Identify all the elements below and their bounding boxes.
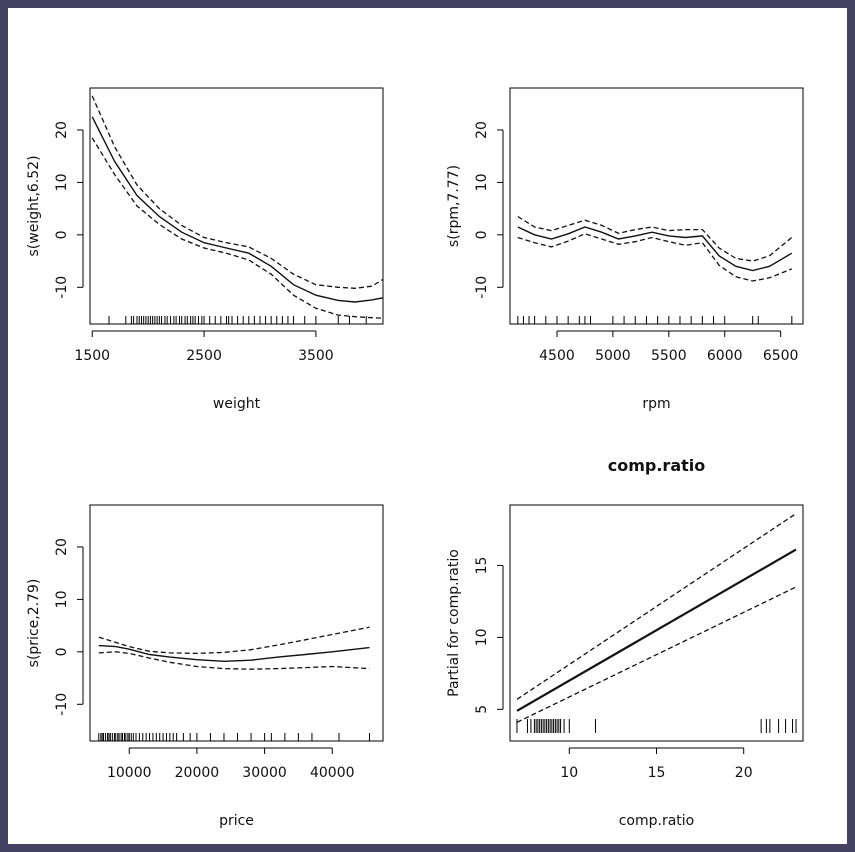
- fitted-smooth-line: [98, 644, 370, 663]
- x-tick-label: 30000: [242, 765, 287, 781]
- y-tick-label: 20: [474, 121, 490, 139]
- y-tick-label: 0: [474, 230, 490, 239]
- confidence-band-line: [517, 215, 793, 262]
- plot-frame: [509, 87, 804, 325]
- y-tick-label: 20: [54, 538, 70, 556]
- y-tick-label: 10: [474, 628, 490, 646]
- gam-partial-plots: 1500 2500 3500-1001020weights(weight,6.52)…: [26, 87, 804, 829]
- y-tick-label: -10: [54, 693, 70, 716]
- y-tick-label: 0: [54, 230, 70, 239]
- x-tick-label: 2500: [186, 348, 222, 364]
- x-tick-label: 5500: [651, 348, 687, 364]
- y-tick-label: -10: [474, 276, 490, 299]
- x-tick-label: 10000: [107, 765, 152, 781]
- plot-panel-1: 1500 2500 3500 -10 0 10 20 weight s(weight,6.52): [26, 87, 384, 412]
- plot-data-area: [91, 95, 383, 324]
- x-axis-title: rpm: [642, 396, 670, 412]
- x-tick-label: 20000: [175, 765, 220, 781]
- confidence-band-line: [516, 513, 797, 700]
- plot-panel-3: 10000 20000 30000 40000 -10 0 10 20 price s(price…: [26, 504, 384, 829]
- fitted-smooth-line: [516, 548, 797, 712]
- confidence-band-line: [98, 651, 370, 670]
- chart-title: comp.ratio: [608, 456, 706, 475]
- x-axis-title: weight: [213, 396, 261, 412]
- confidence-band-line: [98, 626, 370, 655]
- x-tick-label: 20: [735, 765, 753, 781]
- x-tick-label: 6000: [707, 348, 743, 364]
- confidence-band-line: [91, 95, 383, 289]
- plot-data-area: [517, 215, 793, 324]
- x-tick-label: 40000: [310, 765, 355, 781]
- y-tick-label: 20: [54, 121, 70, 139]
- y-tick-label: 10: [54, 590, 70, 608]
- y-tick-label: 10: [474, 173, 490, 191]
- x-axis-title: price: [219, 813, 254, 829]
- plot-panel-2: 4500 5000 5500 6000 6500 -10 0 10 20 rpm s(rpm,7.7…: [446, 87, 804, 412]
- plot-canvas: 1500 2500 3500 -10 0 10 20 weight s(weight,6.52)…: [8, 8, 847, 844]
- y-tick-label: -10: [54, 276, 70, 299]
- confidence-band-line: [516, 586, 797, 723]
- y-tick-label: 0: [54, 647, 70, 656]
- x-tick-label: 3500: [298, 348, 334, 364]
- y-axis-title: s(rpm,7.77): [446, 165, 462, 247]
- y-axis-title: Partial for comp.ratio: [446, 549, 462, 697]
- x-axis-title: comp.ratio: [619, 813, 695, 829]
- x-tick-label: 1500: [74, 348, 110, 364]
- y-axis-title: s(weight,6.52): [26, 155, 42, 256]
- fitted-smooth-line: [517, 226, 793, 272]
- plot-panel-4: 10 15 20 5 10 15 comp.ratio Partial for comp.ra…: [446, 456, 804, 829]
- y-tick-label: 15: [474, 557, 490, 575]
- confidence-band-line: [517, 233, 793, 282]
- plot-data-area: [516, 513, 797, 733]
- x-tick-label: 6500: [763, 348, 799, 364]
- x-tick-label: 5000: [595, 348, 631, 364]
- plot-frame: [509, 504, 804, 742]
- fitted-smooth-line: [91, 116, 383, 303]
- y-tick-label: 5: [474, 705, 490, 714]
- x-tick-label: 4500: [539, 348, 575, 364]
- plot-frame: [89, 87, 384, 325]
- y-tick-label: 10: [54, 173, 70, 191]
- y-axis-title: s(price,2.79): [26, 579, 42, 668]
- plot-frame: [89, 504, 384, 742]
- confidence-band-line: [91, 137, 383, 319]
- plot-data-area: [98, 626, 370, 741]
- x-tick-label: 15: [648, 765, 666, 781]
- x-tick-label: 10: [560, 765, 578, 781]
